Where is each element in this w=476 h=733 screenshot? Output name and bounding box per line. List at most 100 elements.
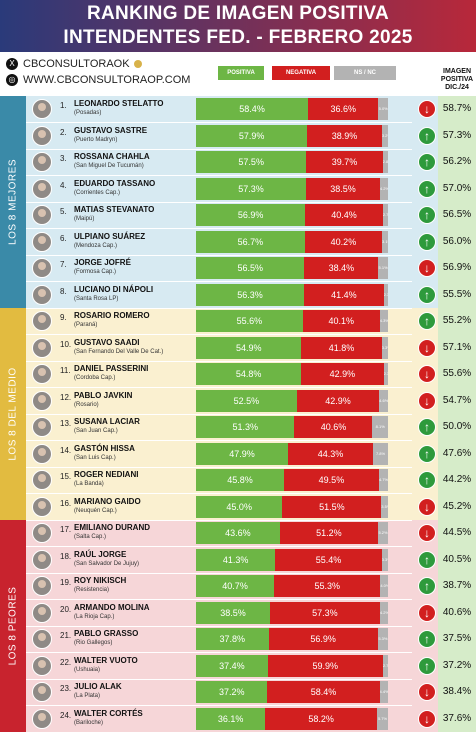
rank-number: 19. bbox=[60, 578, 72, 587]
mayor-city: (Salta Cap.) bbox=[74, 534, 107, 540]
table-row: 12. PABLO JAVKIN (Rosario) 52.5% 42.9% 4.6% ↓ 5… bbox=[26, 387, 476, 414]
bar-negativa: 40.2% bbox=[304, 230, 383, 253]
arrow-down-icon: ↓ bbox=[418, 709, 436, 728]
avatar bbox=[32, 205, 52, 225]
table-row: 23. JULIO ALAK (La Plata) 37.2% 58.4% 4.4% ↓ 38… bbox=[26, 679, 476, 706]
rank-number: 12. bbox=[60, 392, 72, 402]
section-label: LOS 8 MEJORES bbox=[7, 159, 19, 245]
table-row: 24. WALTER CORTÉS (Bariloche) 36.1% 58.2% 5.7… bbox=[26, 705, 476, 732]
bar-negativa: 41.8% bbox=[301, 336, 382, 359]
mayor-city: (Corrientes Cap.) bbox=[74, 189, 121, 196]
dic-value: 55.5% bbox=[438, 281, 476, 308]
avatar bbox=[32, 99, 52, 119]
rank-number: 7. bbox=[60, 260, 67, 269]
mayor-name: JORGE JOFRÉ bbox=[74, 258, 131, 267]
x-handle: CBCONSULTORAOK bbox=[23, 58, 130, 70]
mayor-city: (La Plata) bbox=[74, 693, 101, 699]
mayor-city: (Maipú) bbox=[74, 216, 95, 222]
bar-positiva: 55.6% bbox=[196, 310, 303, 332]
rank-number: 24. bbox=[60, 710, 72, 720]
section-label: LOS 8 DEL MEDIO bbox=[7, 367, 19, 461]
x-handle-row[interactable]: X CBCONSULTORAOK bbox=[6, 56, 190, 72]
rank-number: 4. bbox=[60, 180, 67, 190]
row-divider bbox=[26, 493, 412, 494]
bar-positiva: 36.1% bbox=[196, 707, 266, 730]
rank-number: 8. bbox=[60, 286, 67, 296]
arrow-up-icon: ↑ bbox=[418, 179, 436, 198]
bar-positiva: 37.8% bbox=[196, 628, 269, 650]
mayor-name: LEONARDO STELATTO bbox=[74, 99, 164, 108]
table-row: 10. GUSTAVO SAADI (San Fernando Del Valle … bbox=[26, 334, 476, 361]
bar-nsnc: 5.1% bbox=[378, 257, 388, 279]
dic-value: 50.0% bbox=[438, 414, 476, 441]
bar-nsnc: 7.8% bbox=[373, 442, 388, 465]
table-row: 6. ULPIANO SUÁREZ (Mendoza Cap.) 56.7% 40.2%… bbox=[26, 228, 476, 255]
row-divider bbox=[26, 360, 412, 362]
rank-number: 13. bbox=[60, 419, 72, 428]
avatar bbox=[32, 337, 52, 358]
globe-icon: ◎ bbox=[6, 74, 18, 86]
bar-negativa: 42.9% bbox=[301, 363, 384, 385]
row-divider bbox=[26, 175, 412, 176]
dic-value: 44.2% bbox=[438, 467, 476, 494]
dic-value: 37.2% bbox=[438, 652, 476, 679]
rank-number: 5. bbox=[60, 207, 67, 216]
table-row: 1. LEONARDO STELATTO (Posadas) 58.4% 36.6% 5.… bbox=[26, 96, 476, 123]
avatar bbox=[32, 364, 52, 384]
bar-nsnc: 4.2% bbox=[379, 177, 388, 200]
bar-nsnc: 2.3% bbox=[383, 363, 388, 385]
website-row[interactable]: ◎ WWW.CBCONSULTORAOP.COM bbox=[6, 72, 190, 88]
dic-value: 54.7% bbox=[438, 387, 476, 414]
row-divider bbox=[26, 599, 412, 600]
rank-number: 21. bbox=[60, 631, 72, 640]
avatar bbox=[32, 152, 52, 172]
verified-badge-icon bbox=[133, 60, 142, 68]
rank-number: 10. bbox=[60, 339, 72, 349]
bar-negativa: 41.4% bbox=[304, 283, 384, 306]
avatar bbox=[32, 682, 52, 702]
table-row: 4. EDUARDO TASSANO (Corrientes Cap.) 57.3% 3… bbox=[26, 175, 476, 202]
table-row: 11. DANIEL PASSERINI (Cordoba Cap.) 54.8% 42… bbox=[26, 361, 476, 388]
table-row: 3. ROSSANA CHAHLA (San Miguel De Tucumán) 5… bbox=[26, 149, 476, 176]
bar-positiva: 57.3% bbox=[196, 177, 307, 200]
page-subtitle: INTENDENTES FED. - FEBRERO 2025 bbox=[63, 27, 413, 48]
legend-negativa: NEGATIVA bbox=[272, 66, 330, 80]
bar-negativa: 40.6% bbox=[294, 416, 373, 438]
bar-negativa: 57.3% bbox=[269, 601, 380, 624]
mayor-city: (San Juan Cap.) bbox=[74, 428, 118, 434]
bar-nsnc: 4.3% bbox=[379, 310, 388, 332]
table-row: 9. ROSARIO ROMERO (Paraná) 55.6% 40.1% 4.3% ↑ 5… bbox=[26, 308, 476, 335]
bar-nsnc: 4.0% bbox=[380, 575, 388, 597]
table-row: 15. ROGER NEDIANI (La Banda) 45.8% 49.5% 4.7%… bbox=[26, 467, 476, 494]
dic-value: 45.2% bbox=[438, 493, 476, 520]
dic-value: 56.5% bbox=[438, 202, 476, 229]
mayor-name: GUSTAVO SASTRE bbox=[74, 125, 148, 135]
table-row: 13. SUSANA LACIAR (San Juan Cap.) 51.3% 40.6… bbox=[26, 414, 476, 441]
mayor-name: SUSANA LACIAR bbox=[74, 417, 140, 426]
avatar bbox=[32, 708, 52, 729]
rank-number: 11. bbox=[60, 366, 71, 375]
table-row: 14. GASTÓN HISSA (San Luis Cap.) 47.9% 44.3%… bbox=[26, 440, 476, 467]
bar-nsnc: 5.3% bbox=[377, 628, 388, 650]
bar-negativa: 58.4% bbox=[267, 681, 380, 703]
rank-number: 14. bbox=[60, 445, 72, 455]
dic-value: 58.7% bbox=[438, 96, 476, 123]
bar-negativa: 38.4% bbox=[304, 257, 379, 279]
section-label: LOS 8 PEORES bbox=[7, 586, 19, 666]
avatar bbox=[32, 576, 52, 596]
table-row: 2. GUSTAVO SASTRE (Puerto Madryn) 57.9% 38.9… bbox=[26, 122, 476, 149]
arrow-down-icon: ↓ bbox=[418, 603, 436, 622]
bar-positiva: 54.9% bbox=[196, 336, 302, 359]
row-divider bbox=[26, 625, 412, 627]
row-divider bbox=[26, 334, 412, 335]
dic-value: 37.6% bbox=[438, 705, 476, 732]
section-label-band: LOS 8 PEORES bbox=[0, 520, 26, 732]
rank-number: 2. bbox=[60, 127, 67, 137]
row-divider bbox=[26, 307, 412, 309]
bar-negativa: 59.9% bbox=[267, 654, 383, 677]
mayor-name: ROSARIO ROMERO bbox=[74, 311, 150, 320]
arrow-down-icon: ↓ bbox=[418, 524, 436, 542]
mayor-name: WALTER VUOTO bbox=[74, 655, 138, 665]
bar-nsnc: 2.8% bbox=[382, 151, 388, 173]
bar-positiva: 45.8% bbox=[196, 469, 284, 491]
